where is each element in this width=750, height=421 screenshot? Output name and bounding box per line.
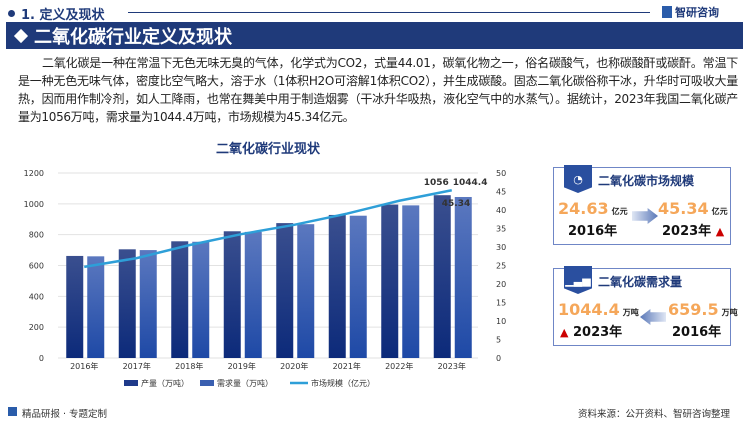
y-left-tick: 1200: [24, 169, 44, 178]
x-tick: 2020年: [280, 361, 308, 371]
demand-bar: [402, 205, 420, 358]
logo: 智研咨询: [662, 4, 719, 20]
diamond-icon: [13, 28, 29, 43]
production-bar: [223, 231, 241, 358]
x-tick: 2022年: [385, 361, 413, 371]
legend-label: 市场规模（亿元）: [311, 378, 375, 388]
y-right-tick: 25: [496, 262, 506, 271]
demand-bar: [244, 231, 262, 358]
card-title: 二氧化碳市场规模: [598, 174, 695, 188]
to-value: 45.34 亿元: [658, 199, 728, 218]
x-tick: 2018年: [175, 361, 203, 371]
demand-bar: [87, 256, 105, 358]
from-year: 2016年: [568, 224, 618, 239]
divider: [128, 12, 650, 13]
y-right-tick: 40: [496, 206, 506, 215]
demand-card: ▁▃▅ 二氧化碳需求量 1044.4 万吨 ▲ 2023年 659.5 万吨 201…: [553, 266, 738, 346]
y-right-tick: 0: [496, 354, 501, 363]
chart-title: 二氧化碳行业现状: [216, 141, 321, 157]
to-year: 2023年 ▲: [662, 224, 725, 239]
demand-bar: [297, 224, 315, 358]
y-right-tick: 10: [496, 317, 506, 326]
y-left-tick: 400: [29, 292, 44, 301]
card-title: 二氧化碳需求量: [598, 275, 683, 289]
production-bar: [276, 223, 294, 358]
y-right-tick: 20: [496, 280, 506, 289]
y-right-tick: 15: [496, 299, 506, 308]
production-bar: [171, 241, 189, 358]
description-paragraph: 二氧化碳是一种在常温下无色无味无臭的气体，化学式为CO2，式量44.01，碳氧化…: [18, 56, 738, 124]
y-right-tick: 30: [496, 243, 506, 252]
page-title: 二氧化碳行业定义及现状: [34, 26, 232, 48]
legend-label: 需求量（万吨）: [217, 378, 273, 388]
x-tick: 2017年: [123, 361, 151, 371]
y-left-tick: 200: [29, 323, 44, 332]
legend-swatch: [124, 380, 138, 386]
footer-left: 精品研报 · 专题定制: [22, 409, 108, 420]
x-tick: 2016年: [70, 361, 98, 371]
source-note: 资料来源：公开资料、智研咨询整理: [577, 409, 730, 420]
legend-label: 产量（万吨）: [141, 378, 189, 388]
y-left-tick: 600: [29, 262, 44, 271]
market-size-line: [84, 189, 452, 269]
footer: 精品研报 · 专题定制 资料来源：公开资料、智研咨询整理: [0, 402, 750, 421]
bar-chart-icon: ▁▃▅: [564, 266, 592, 294]
data-label-production: 1056: [424, 178, 449, 188]
y-right-tick: 35: [496, 225, 506, 234]
legend-swatch: [200, 380, 214, 386]
chart: 二氧化碳行业现状 0 200 400 600 800 1000 1200 0 5 10 15 20 25 3…: [24, 141, 507, 388]
y-right-tick: 45: [496, 188, 506, 197]
data-label-market: 45.34: [442, 199, 470, 209]
production-bar: [66, 255, 84, 358]
x-tick: 2023年: [438, 361, 466, 371]
demand-bar: [454, 196, 472, 358]
page-title-bar: 二氧化碳行业定义及现状: [6, 22, 743, 49]
x-tick: 2019年: [228, 361, 256, 371]
production-bar: [328, 214, 346, 358]
to-value: 1044.4 万吨: [558, 300, 639, 319]
production-bar: [381, 204, 399, 358]
y-right-tick: 5: [496, 336, 501, 345]
demand-bar: [349, 215, 367, 358]
demand-bar: [139, 250, 157, 358]
from-value: 24.63 亿元: [558, 199, 628, 218]
chart-pie-icon: ◔: [564, 165, 592, 193]
bullet-icon: [8, 10, 15, 17]
logo-text: 智研咨询: [675, 6, 719, 19]
y-left-tick: 0: [39, 354, 44, 363]
from-value: 659.5 万吨: [668, 300, 738, 319]
up-arrow-icon: ▲: [560, 326, 569, 339]
arrow-left-icon: [640, 309, 666, 325]
y-left-tick: 800: [29, 231, 44, 240]
from-year: 2016年: [672, 325, 722, 340]
demand-bar: [192, 241, 210, 358]
data-label-demand: 1044.4: [453, 178, 488, 188]
market-size-card: ◔ 二氧化碳市场规模 24.63 亿元 2016年 45.34 亿元 2023年 ▲: [553, 165, 731, 245]
x-tick: 2021年: [333, 361, 361, 371]
report-icon: [8, 407, 17, 416]
y-right-tick: 50: [496, 169, 506, 178]
to-year: ▲ 2023年: [560, 325, 623, 340]
arrow-right-icon: [632, 208, 658, 224]
logo-icon: [662, 6, 672, 18]
y-left-tick: 1000: [24, 200, 44, 209]
section-label: 1. 定义及现状: [21, 8, 105, 23]
production-bar: [433, 195, 451, 358]
up-arrow-icon: ▲: [715, 225, 725, 238]
section-header: 1. 定义及现状: [8, 4, 105, 23]
production-bar: [118, 249, 136, 358]
